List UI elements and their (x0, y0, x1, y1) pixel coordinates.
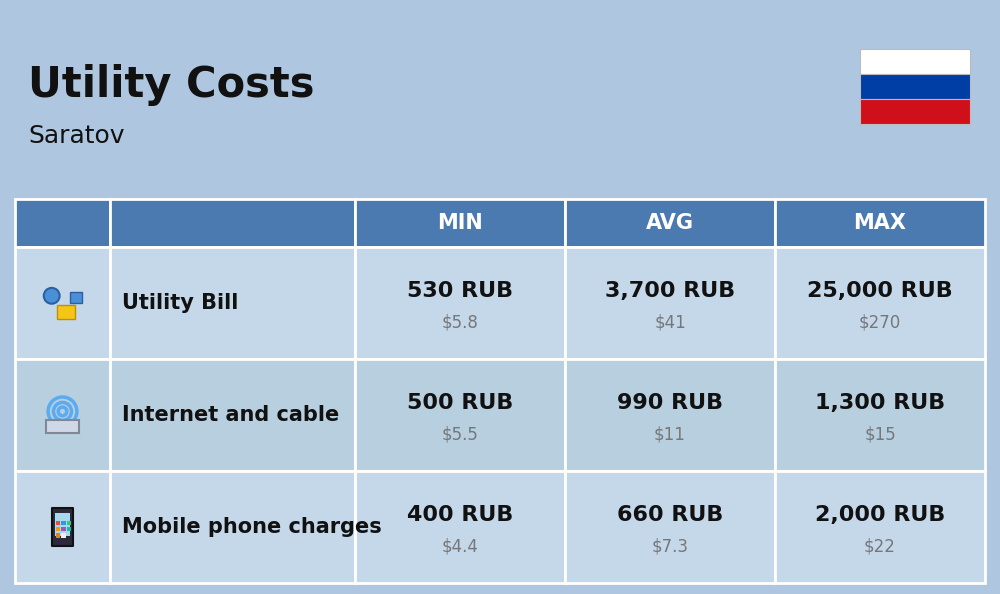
Bar (46, 421, 79, 433)
Text: 400 RUB: 400 RUB (407, 505, 513, 525)
Text: $41: $41 (654, 314, 686, 332)
Bar (110, 247, 355, 359)
Text: MAX: MAX (854, 213, 906, 233)
Bar (110, 471, 355, 583)
Bar (56, 527, 60, 532)
Text: 3,700 RUB: 3,700 RUB (605, 281, 735, 301)
Text: Internet and cable: Internet and cable (122, 405, 339, 425)
Bar (355, 471, 565, 583)
Bar (355, 247, 565, 359)
Bar (67, 521, 71, 525)
Text: $4.4: $4.4 (442, 538, 478, 556)
Bar (70, 292, 82, 303)
Bar (860, 74, 970, 99)
Bar (57, 305, 75, 319)
Text: $270: $270 (859, 314, 901, 332)
Bar (565, 359, 775, 471)
Text: 1,300 RUB: 1,300 RUB (815, 393, 945, 413)
Text: MIN: MIN (437, 213, 483, 233)
Bar (775, 247, 985, 359)
Text: $15: $15 (864, 426, 896, 444)
Bar (775, 199, 985, 247)
Text: AVG: AVG (646, 213, 694, 233)
Bar (61, 533, 66, 538)
Bar (67, 527, 71, 532)
Text: $11: $11 (654, 426, 686, 444)
Text: $5.5: $5.5 (442, 426, 478, 444)
Bar (110, 199, 355, 247)
Text: Utility Bill: Utility Bill (122, 293, 238, 313)
Bar (55, 513, 70, 536)
Bar (355, 359, 565, 471)
Bar (775, 359, 985, 471)
Text: 530 RUB: 530 RUB (407, 281, 513, 301)
Bar (565, 247, 775, 359)
Bar (565, 471, 775, 583)
Text: $5.8: $5.8 (442, 314, 478, 332)
Bar (110, 359, 355, 471)
Bar (355, 199, 565, 247)
Bar (15, 471, 110, 583)
Bar (15, 359, 110, 471)
Text: 500 RUB: 500 RUB (407, 393, 513, 413)
Bar (61, 527, 66, 532)
Text: 25,000 RUB: 25,000 RUB (807, 281, 953, 301)
Text: 660 RUB: 660 RUB (617, 505, 723, 525)
Text: $22: $22 (864, 538, 896, 556)
Bar (860, 99, 970, 124)
Text: Utility Costs: Utility Costs (28, 64, 314, 106)
Text: $7.3: $7.3 (652, 538, 688, 556)
Bar (775, 471, 985, 583)
Bar (565, 199, 775, 247)
Text: Saratov: Saratov (28, 124, 124, 148)
Bar (61, 521, 66, 525)
Circle shape (44, 288, 60, 304)
Text: 2,000 RUB: 2,000 RUB (815, 505, 945, 525)
Bar (860, 49, 970, 74)
Bar (56, 533, 60, 538)
Text: Mobile phone charges: Mobile phone charges (122, 517, 382, 537)
Bar (56, 521, 60, 525)
Text: 990 RUB: 990 RUB (617, 393, 723, 413)
Bar (52, 508, 73, 546)
Bar (15, 199, 110, 247)
Bar (15, 247, 110, 359)
